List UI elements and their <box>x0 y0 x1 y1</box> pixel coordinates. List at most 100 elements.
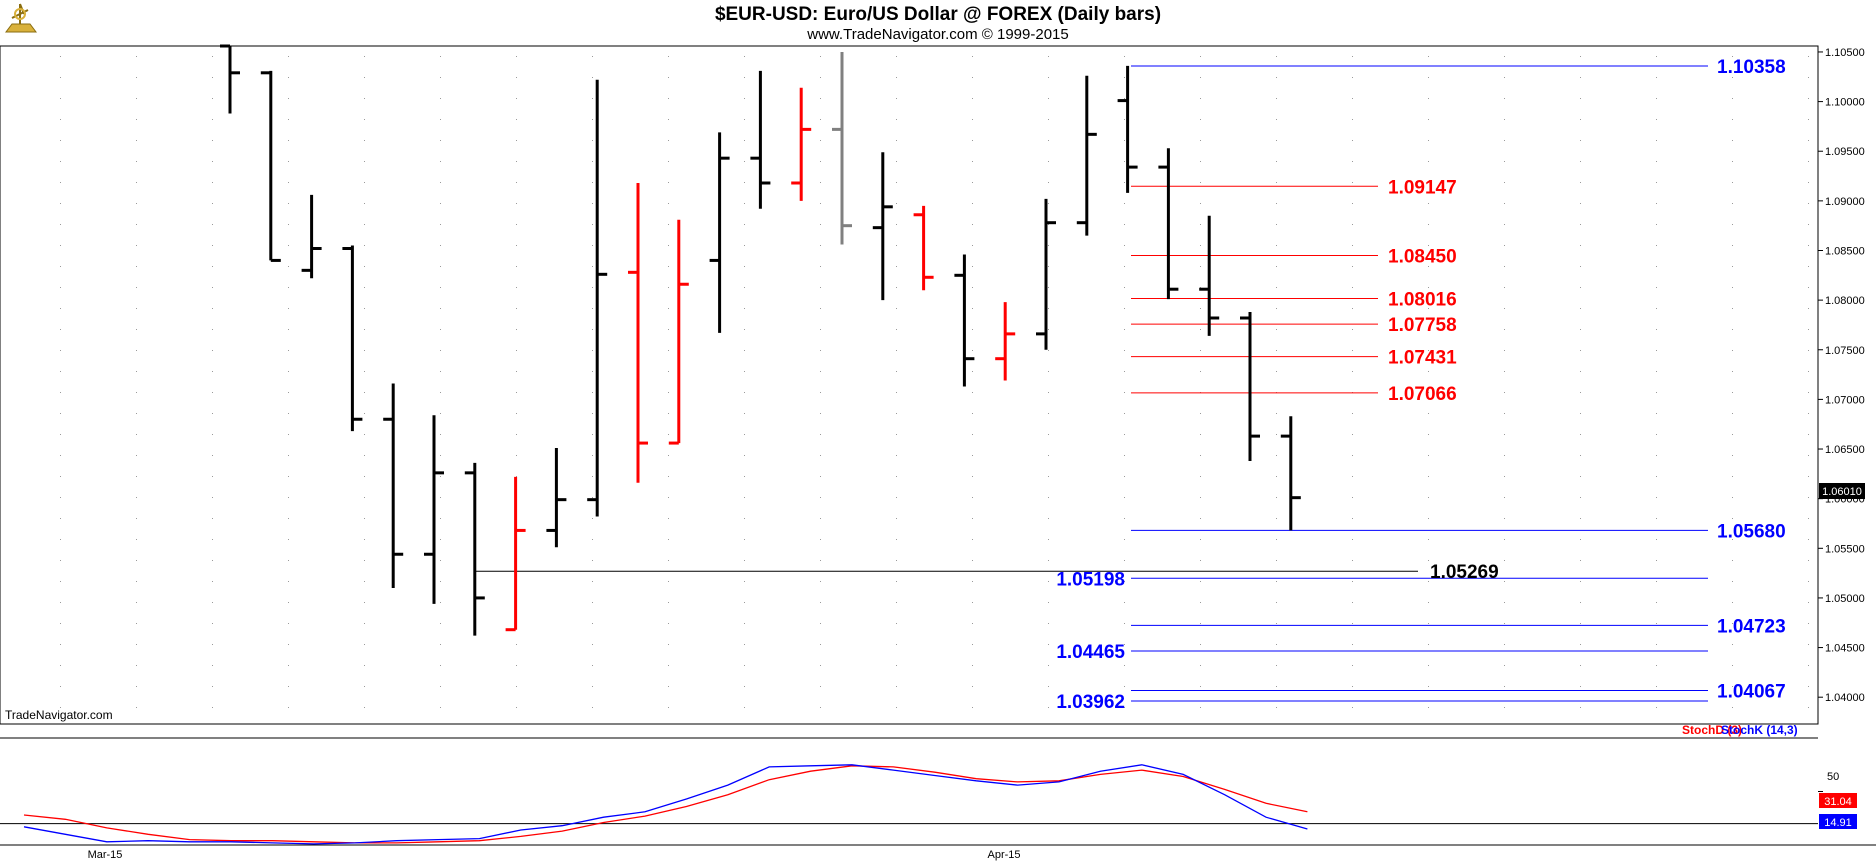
grid-dot <box>1352 182 1353 183</box>
grid-dot <box>1200 413 1201 414</box>
grid-dot <box>1656 98 1657 99</box>
grid-dot <box>592 518 593 519</box>
grid-dot <box>1732 707 1733 708</box>
grid-dot <box>364 707 365 708</box>
grid-dot <box>1276 686 1277 687</box>
grid-dot <box>136 203 137 204</box>
grid-dot <box>516 392 517 393</box>
grid-dot <box>288 539 289 540</box>
grid-dot <box>896 602 897 603</box>
grid-dot <box>440 413 441 414</box>
grid-dot <box>1352 686 1353 687</box>
grid-dot <box>288 518 289 519</box>
grid-dot <box>1504 161 1505 162</box>
grid-dot <box>592 224 593 225</box>
grid-dot <box>1352 287 1353 288</box>
grid-dot <box>1732 476 1733 477</box>
grid-dot <box>592 392 593 393</box>
grid-dot <box>592 182 593 183</box>
grid-dot <box>136 434 137 435</box>
grid-dot <box>896 182 897 183</box>
grid-dot <box>896 245 897 246</box>
grid-dot <box>136 371 137 372</box>
grid-dot <box>1276 539 1277 540</box>
grid-dot <box>896 434 897 435</box>
grid-dot <box>1428 392 1429 393</box>
grid-dot <box>744 476 745 477</box>
grid-dot <box>1352 413 1353 414</box>
grid-dot <box>1656 140 1657 141</box>
grid-dot <box>820 182 821 183</box>
grid-dot <box>212 98 213 99</box>
grid-dot <box>1352 77 1353 78</box>
price-tick-label: 1.08000 <box>1825 295 1865 307</box>
grid-dot <box>1808 518 1809 519</box>
grid-dot <box>1048 329 1049 330</box>
grid-dot <box>1048 413 1049 414</box>
grid-dot <box>744 371 745 372</box>
grid-dot <box>288 644 289 645</box>
grid-dot <box>1048 266 1049 267</box>
grid-dot <box>1732 182 1733 183</box>
grid-dot <box>1732 329 1733 330</box>
grid-dot <box>1200 266 1201 267</box>
grid-dot <box>1048 623 1049 624</box>
grid-dot <box>1808 224 1809 225</box>
grid-dot <box>60 56 61 57</box>
grid-dot <box>1580 644 1581 645</box>
grid-dot <box>516 644 517 645</box>
grid-dot <box>972 581 973 582</box>
grid-dot <box>744 119 745 120</box>
grid-dot <box>1124 518 1125 519</box>
grid-dot <box>744 140 745 141</box>
grid-dot <box>1200 476 1201 477</box>
red-level-label: 1.07431 <box>1388 348 1457 369</box>
grid-dot <box>1428 497 1429 498</box>
grid-dot <box>60 560 61 561</box>
grid-dot <box>1656 686 1657 687</box>
grid-dot <box>1808 119 1809 120</box>
price-tick-label: 1.05000 <box>1825 593 1865 605</box>
grid-dot <box>820 518 821 519</box>
date-label-mar: Mar-15 <box>88 849 123 861</box>
grid-dot <box>744 623 745 624</box>
grid-dot <box>1504 560 1505 561</box>
grid-dot <box>212 476 213 477</box>
grid-dot <box>820 644 821 645</box>
grid-dot <box>1276 182 1277 183</box>
grid-dot <box>592 434 593 435</box>
grid-dot <box>896 665 897 666</box>
grid-dot <box>1504 497 1505 498</box>
grid-dot <box>1580 56 1581 57</box>
grid-dot <box>668 560 669 561</box>
grid-dot <box>1808 413 1809 414</box>
grid-dot <box>1580 581 1581 582</box>
price-tick-label: 1.09000 <box>1825 196 1865 208</box>
grid-dot <box>60 476 61 477</box>
grid-dot <box>1124 665 1125 666</box>
grid-dot <box>288 392 289 393</box>
grid-dot <box>1504 77 1505 78</box>
grid-dot <box>592 560 593 561</box>
grid-dot <box>516 455 517 456</box>
grid-dot <box>288 182 289 183</box>
grid-dot <box>972 602 973 603</box>
blue-level-label: 1.05680 <box>1717 521 1786 542</box>
grid-dot <box>1200 119 1201 120</box>
grid-dot <box>1808 287 1809 288</box>
grid-dot <box>668 56 669 57</box>
grid-dot <box>1352 581 1353 582</box>
grid-dot <box>364 287 365 288</box>
grid-dot <box>440 644 441 645</box>
grid-dot <box>288 455 289 456</box>
grid-dot <box>744 56 745 57</box>
grid-dot <box>896 413 897 414</box>
grid-dot <box>516 56 517 57</box>
grid-dot <box>1048 182 1049 183</box>
grid-dot <box>1504 56 1505 57</box>
grid-dot <box>1732 560 1733 561</box>
grid-dot <box>60 140 61 141</box>
grid-dot <box>60 161 61 162</box>
grid-dot <box>212 266 213 267</box>
red-level-label: 1.08450 <box>1388 246 1457 267</box>
